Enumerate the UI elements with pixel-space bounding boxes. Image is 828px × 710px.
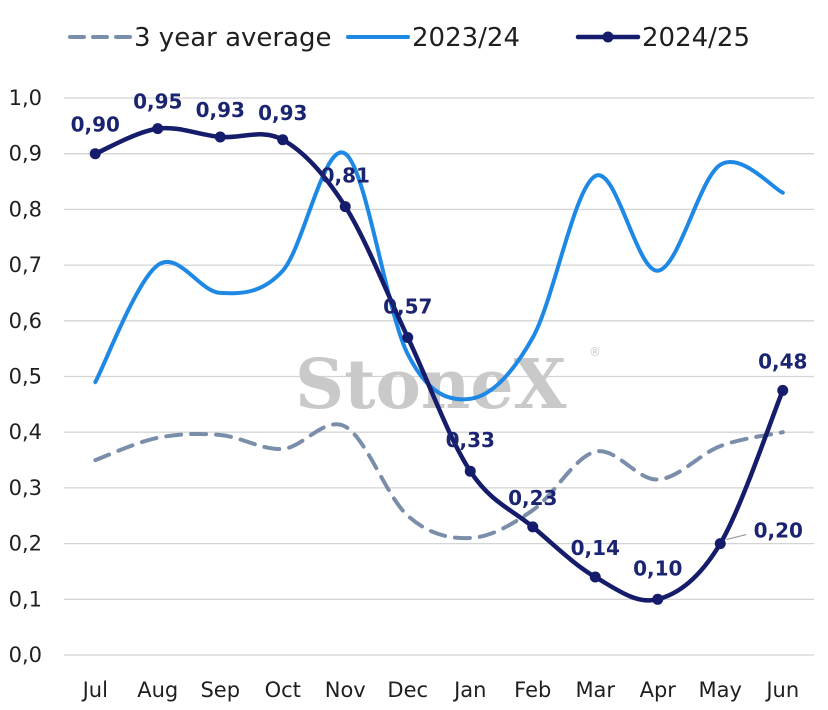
data-labels: 0,90 0,95 0,93 0,93 0,81 0,57 0,33 0,23 0,14 0,10… xyxy=(71,90,808,581)
data-point xyxy=(589,571,601,583)
data-label: 0,90 xyxy=(71,113,120,137)
gridlines xyxy=(64,97,814,656)
y-tick-label: 0,4 xyxy=(9,420,42,444)
y-tick-label: 0,2 xyxy=(9,532,42,556)
data-label: 0,20 xyxy=(754,519,803,543)
data-point xyxy=(777,384,789,396)
series-line-2023-24 xyxy=(93,150,785,402)
x-tick-label: Jun xyxy=(764,678,799,702)
data-point xyxy=(152,123,164,135)
series-line-3-year-average xyxy=(93,422,785,541)
data-label: 0,23 xyxy=(508,486,557,510)
x-tick-label: May xyxy=(699,678,742,702)
legend-label: 3 year average xyxy=(134,23,332,53)
legend-label: 2023/24 xyxy=(412,23,520,53)
legend: 3 year average 2023/24 2024/25 xyxy=(68,23,750,53)
x-tick-label: Jul xyxy=(81,678,108,702)
x-axis: Jul Aug Sep Oct Nov Dec Jan Feb Mar Apr May Jun xyxy=(81,678,800,702)
y-tick-label: 0,1 xyxy=(9,587,42,611)
data-point xyxy=(214,131,226,143)
data-label: 0,33 xyxy=(446,428,495,452)
y-tick-label: 0,8 xyxy=(9,197,42,221)
legend-item-3-year-average: 3 year average xyxy=(68,23,332,53)
data-label: 0,81 xyxy=(321,164,370,188)
data-label: 0,57 xyxy=(383,295,432,319)
legend-item-2023-24: 2023/24 xyxy=(346,23,520,53)
data-label: 0,10 xyxy=(633,556,682,580)
x-tick-label: Feb xyxy=(514,678,551,702)
data-point xyxy=(277,134,289,146)
watermark-registered-mark: ® xyxy=(589,345,601,359)
x-tick-label: Nov xyxy=(325,678,366,702)
x-tick-label: Dec xyxy=(387,678,428,702)
series-2023-24 xyxy=(93,150,785,402)
legend-item-2024-25: 2024/25 xyxy=(575,23,750,53)
data-point xyxy=(527,521,539,533)
data-point xyxy=(339,201,351,213)
y-tick-label: 0,5 xyxy=(9,365,42,389)
data-point xyxy=(464,465,476,477)
y-tick-label: 0,3 xyxy=(9,476,42,500)
data-label: 0,93 xyxy=(196,98,245,122)
data-label: 0,95 xyxy=(133,90,182,114)
x-tick-label: Mar xyxy=(575,678,615,702)
y-axis: 0,0 0,1 0,2 0,3 0,4 0,5 0,6 0,7 0,8 0,9 1,0 xyxy=(9,86,42,667)
series-2024-25 xyxy=(89,123,789,605)
data-point xyxy=(652,593,664,605)
series-3-year-average xyxy=(93,422,785,541)
data-point xyxy=(89,148,101,160)
data-point xyxy=(402,332,414,344)
label-leader-line xyxy=(726,534,747,541)
x-tick-label: Oct xyxy=(265,678,301,702)
y-tick-label: 0,6 xyxy=(9,309,42,333)
data-point xyxy=(714,538,726,550)
x-tick-label: Apr xyxy=(640,678,677,702)
x-tick-label: Aug xyxy=(137,678,178,702)
x-tick-label: Jan xyxy=(452,678,486,702)
legend-label: 2024/25 xyxy=(642,23,750,53)
data-label: 0,48 xyxy=(758,349,807,373)
data-label: 0,93 xyxy=(258,101,307,125)
y-tick-label: 0,9 xyxy=(9,142,42,166)
legend-marker xyxy=(602,31,614,43)
y-tick-label: 0,7 xyxy=(9,253,42,277)
y-tick-label: 1,0 xyxy=(9,86,42,110)
data-label: 0,14 xyxy=(571,536,620,560)
y-tick-label: 0,0 xyxy=(9,643,42,667)
series-lines xyxy=(89,123,789,605)
x-tick-label: Sep xyxy=(200,678,240,702)
stonex-watermark: StoneX ® xyxy=(295,345,601,425)
